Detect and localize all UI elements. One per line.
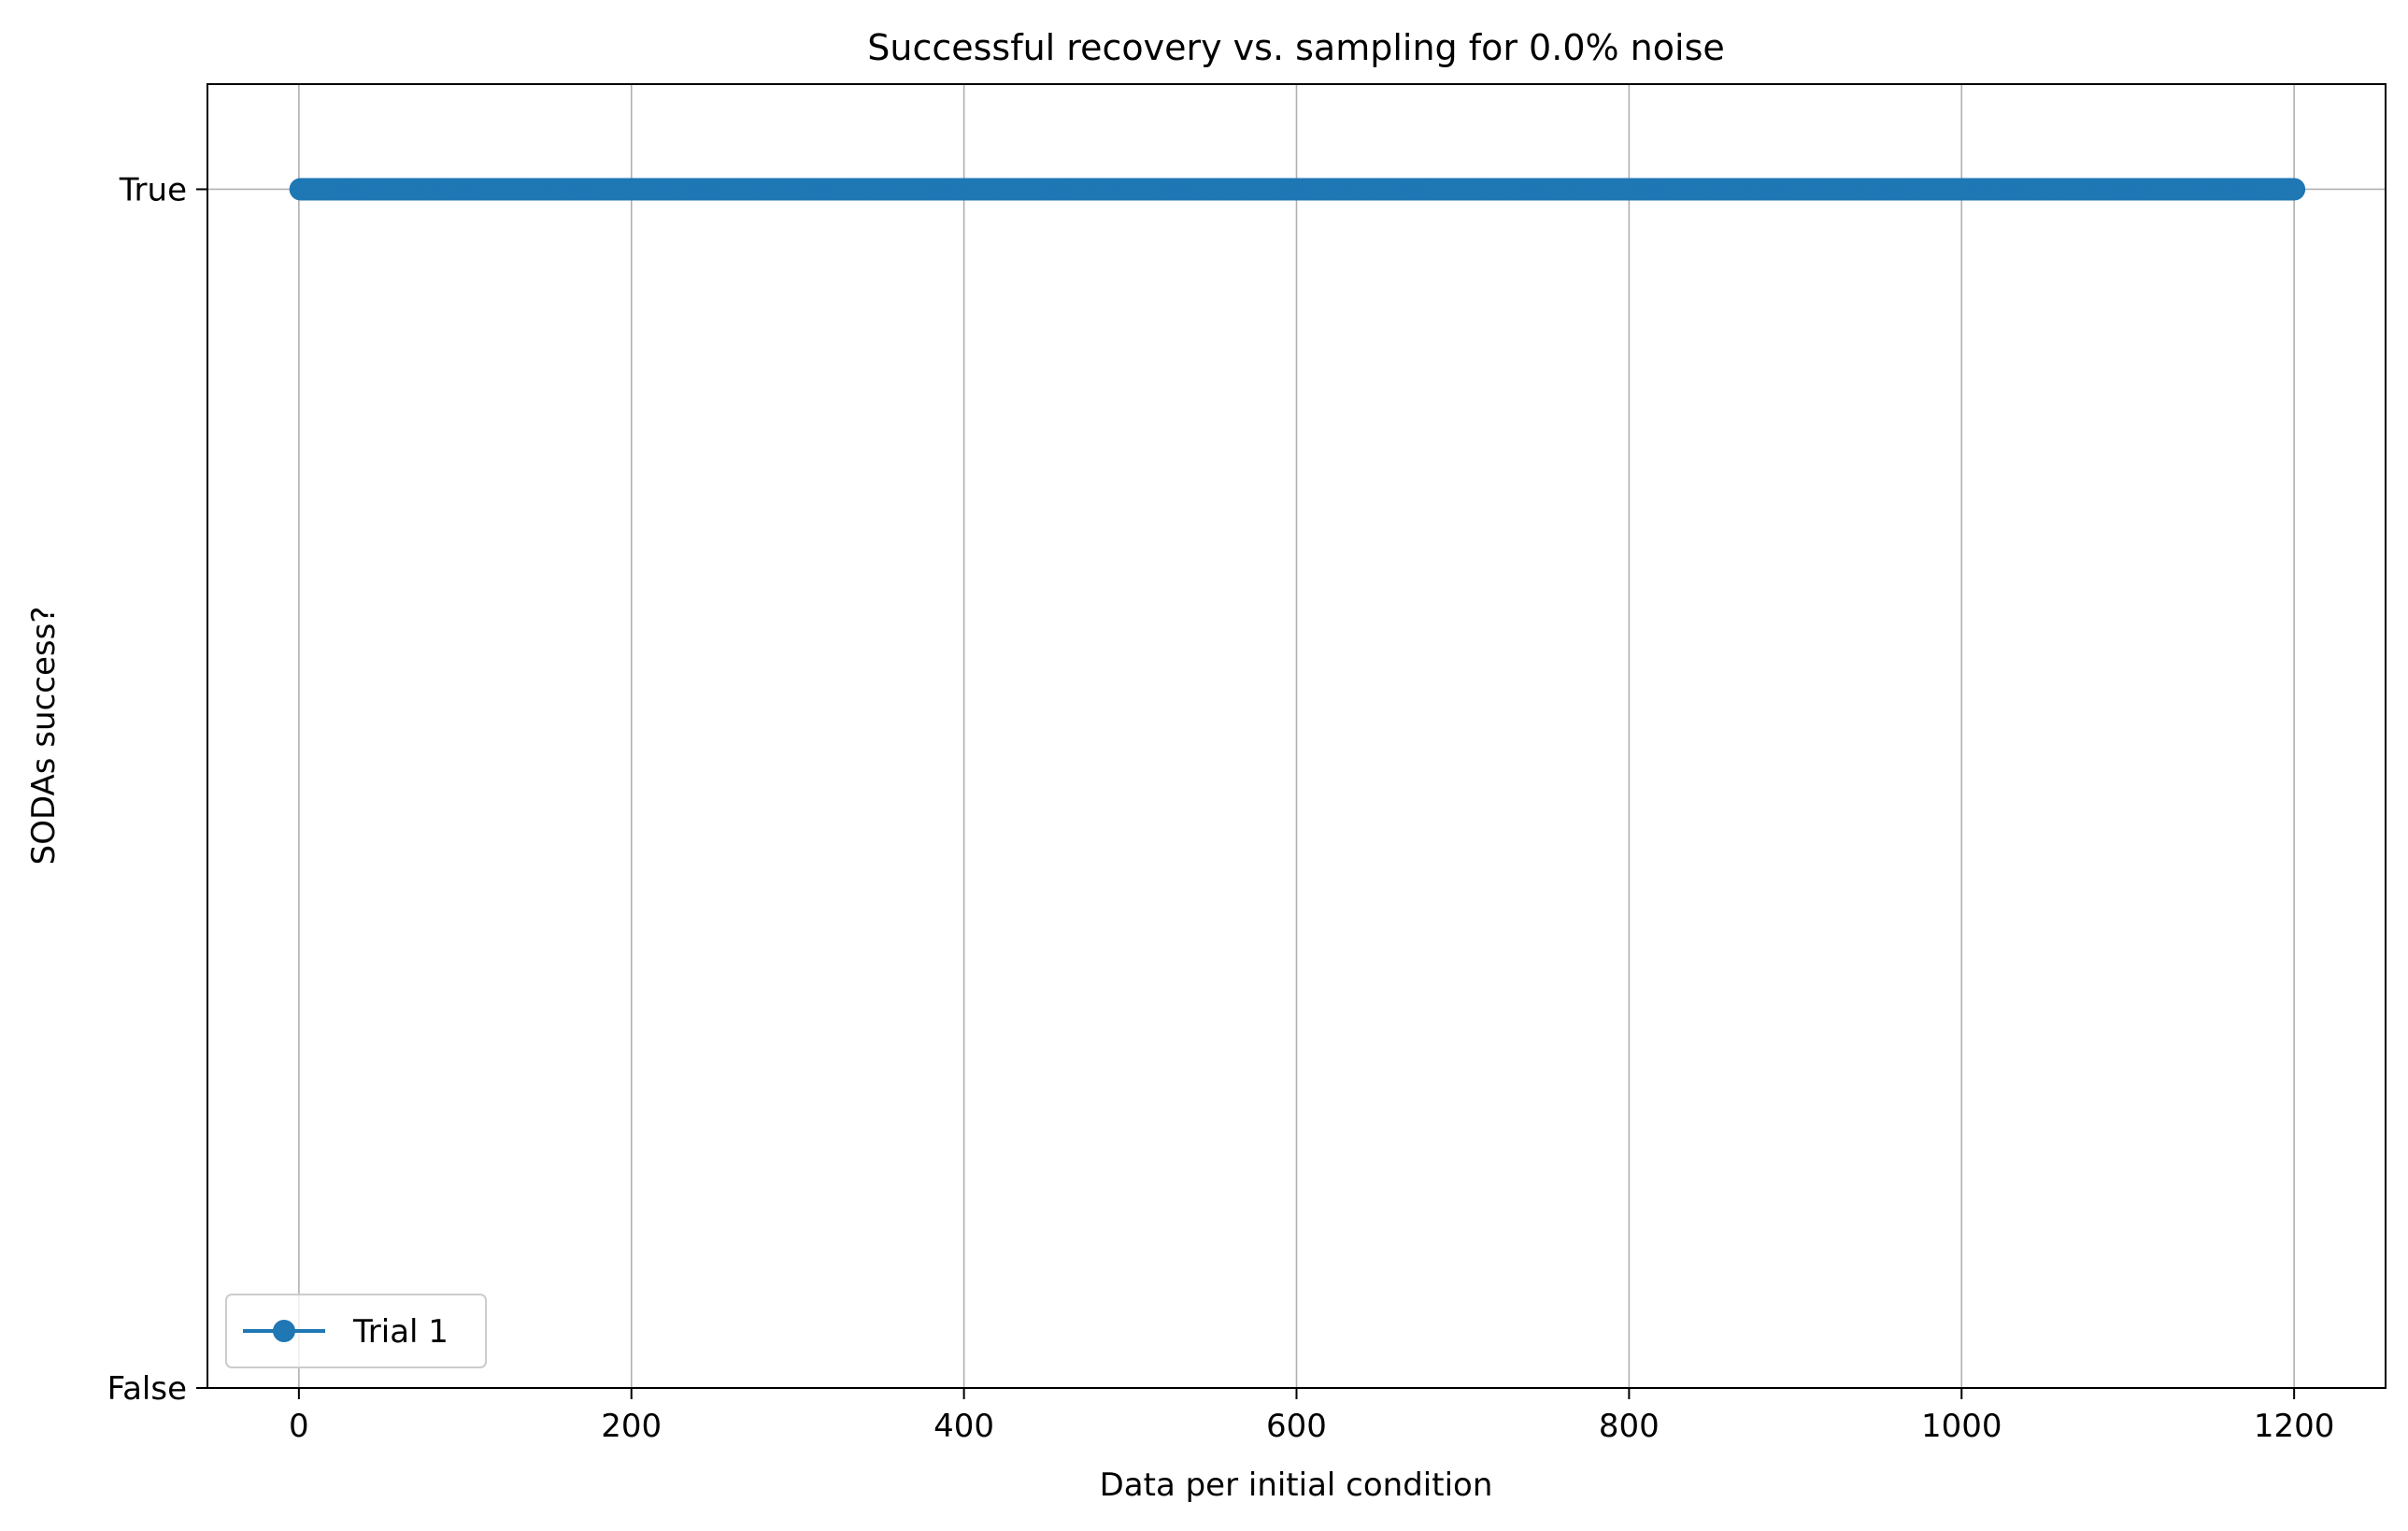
x-axis-label: Data per initial condition — [1100, 1467, 1493, 1504]
legend-box — [225, 1294, 487, 1368]
legend: Trial 1 — [225, 1294, 487, 1368]
x-tick-label: 1200 — [2254, 1408, 2335, 1445]
axis-ticks: 0 200 400 600 800 1000 1200 False True — [107, 171, 2335, 1445]
x-tick-label: 600 — [1266, 1408, 1327, 1445]
legend-entry-label: Trial 1 — [352, 1313, 449, 1351]
y-axis-label: SODAs success? — [25, 607, 63, 866]
legend-circle-marker — [273, 1320, 295, 1342]
y-tick-label: True — [119, 171, 187, 208]
x-tick-label: 400 — [933, 1408, 994, 1445]
y-tick-label: False — [107, 1370, 187, 1408]
data-series — [289, 178, 2306, 201]
x-tick-label: 800 — [1599, 1408, 1660, 1445]
chart-title: Successful recovery vs. sampling for 0.0… — [867, 27, 1725, 68]
x-tick-label: 200 — [601, 1408, 662, 1445]
x-tick-label: 1000 — [1921, 1408, 2002, 1445]
x-tick-label: 0 — [289, 1408, 309, 1445]
data-point — [2283, 178, 2306, 201]
